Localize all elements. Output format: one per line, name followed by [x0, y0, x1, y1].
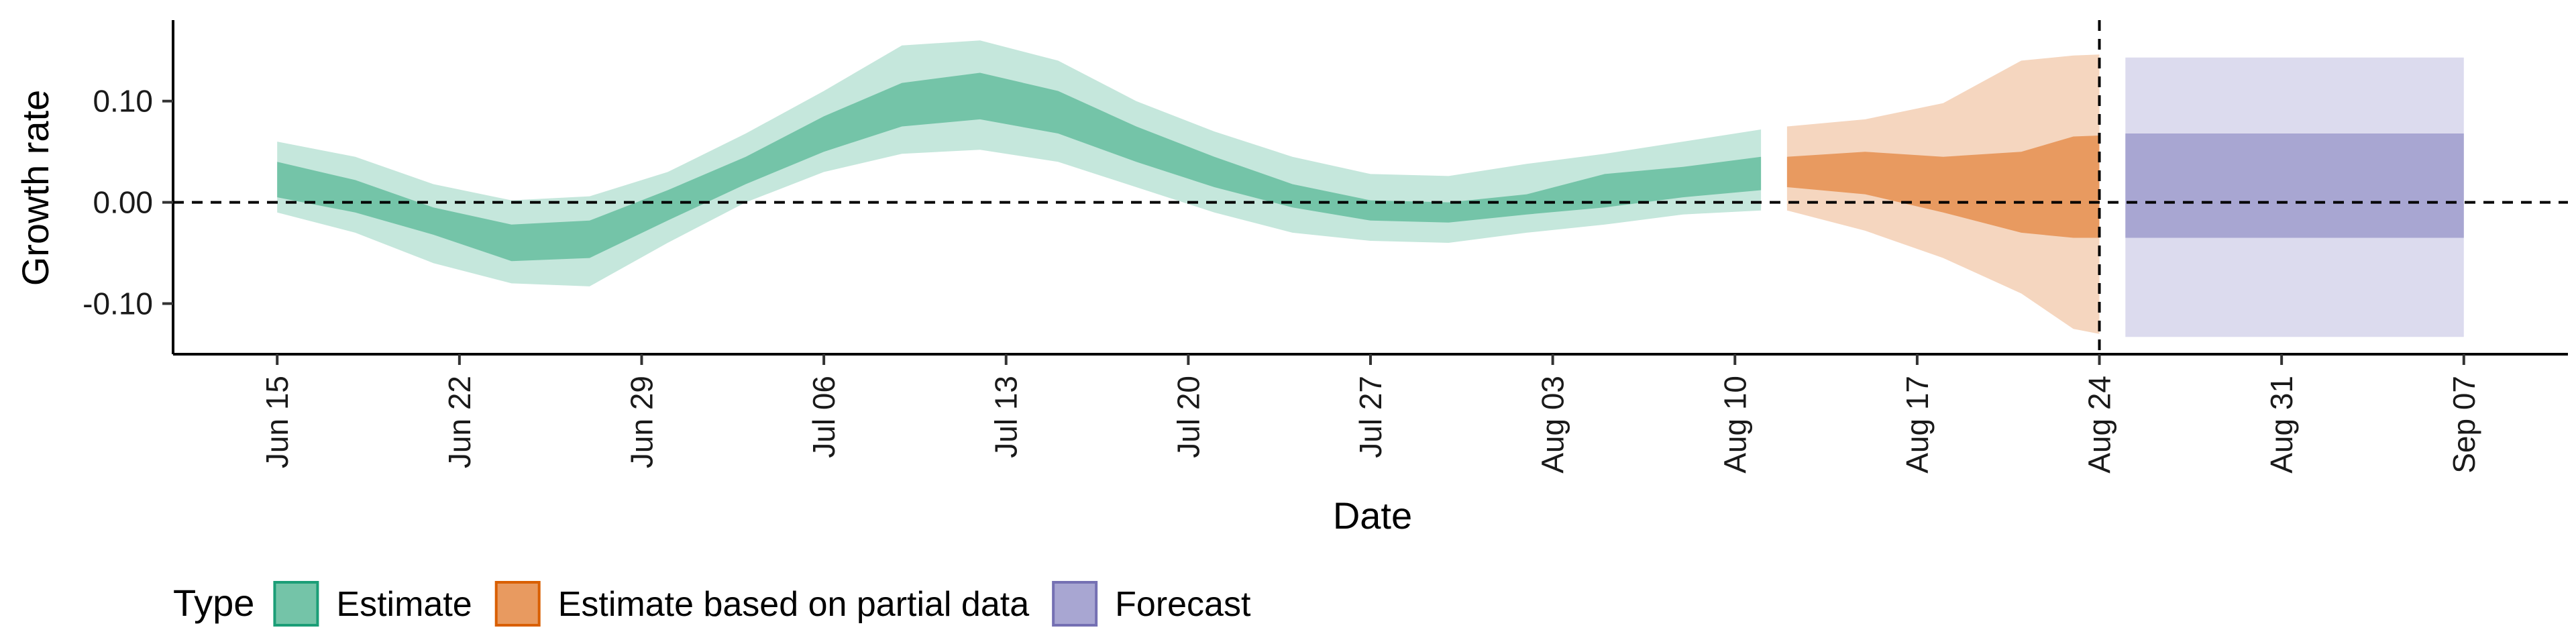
x-tick-label: Jul 27 [1353, 376, 1388, 458]
legend-title: Type [173, 582, 254, 624]
series-estimate [277, 40, 1762, 286]
x-tick-label: Jun 29 [624, 376, 659, 468]
x-tick-label: Aug 03 [1536, 376, 1570, 474]
ribbon-layer [277, 40, 2464, 337]
x-tick-label: Aug 31 [2264, 376, 2299, 474]
x-tick-label: Aug 17 [1900, 376, 1935, 474]
y-tick-label: 0.10 [93, 84, 153, 119]
legend: Type Estimate Estimate based on partial da… [173, 581, 1251, 627]
legend-item-estimate-based-on-partial-data: Estimate based on partial data [494, 581, 1030, 627]
legend-item-estimate: Estimate [273, 581, 472, 627]
x-tick-label: Aug 24 [2082, 376, 2117, 474]
x-tick-label: Jul 13 [989, 376, 1024, 458]
x-tick-label: Jul 06 [806, 376, 841, 458]
x-tick-label: Jun 15 [260, 376, 294, 468]
series-forecast [2125, 57, 2464, 337]
reference-lines [173, 20, 2568, 354]
legend-item-forecast: Forecast [1052, 581, 1251, 627]
series-estimate-based-on-partial-data [1786, 54, 2100, 334]
legend-label: Estimate [336, 585, 472, 624]
axes: -0.10 0.00 0.10 Jun 15 Jun 22 Jun 29 Jul 06 Jul… [83, 20, 2568, 474]
y-tick-label: -0.10 [83, 286, 153, 321]
estimate-inner-band [277, 72, 1762, 262]
legend-swatch [273, 581, 319, 627]
legend-swatch [1052, 581, 1098, 627]
x-tick-label: Jun 22 [442, 376, 477, 468]
y-axis-title: Growth rate [14, 90, 56, 286]
x-tick-label: Sep 07 [2447, 376, 2481, 474]
x-tick-label: Jul 20 [1171, 376, 1205, 458]
forecast-inner-band [2125, 133, 2464, 238]
x-tick-label: Aug 10 [1717, 376, 1752, 474]
y-tick-label: 0.00 [93, 185, 153, 220]
legend-swatch [494, 581, 541, 627]
x-axis-title: Date [1333, 494, 1412, 537]
legend-label: Estimate based on partial data [558, 585, 1030, 624]
estimate-based-on-partial-data-inner-band [1786, 136, 2100, 238]
legend-label: Forecast [1115, 585, 1251, 624]
